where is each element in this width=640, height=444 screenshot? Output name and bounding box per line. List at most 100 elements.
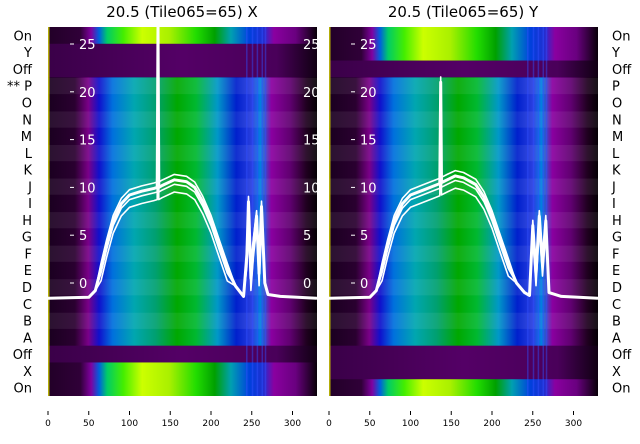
row-label: M <box>21 130 32 145</box>
heatmap-row <box>48 261 317 280</box>
row-label: On <box>612 382 630 397</box>
row-label: I <box>28 197 32 212</box>
profile-line <box>329 93 598 300</box>
heatmap-row <box>48 94 317 112</box>
row-label: X <box>23 365 32 380</box>
heatmap-row <box>329 161 598 179</box>
heatmap-row <box>329 245 598 263</box>
heatmap-row <box>329 312 598 330</box>
edge-marker <box>48 27 50 396</box>
row-label: E <box>24 264 32 279</box>
row-label: H <box>612 214 622 229</box>
row-label: B <box>612 315 621 330</box>
row-label: O <box>22 96 32 111</box>
row-label: Y <box>611 46 620 61</box>
heatmap-row <box>48 312 317 330</box>
x-tick-label: 150 <box>443 419 460 429</box>
heatmap-row <box>329 194 598 213</box>
y-tick-label: 15 <box>360 134 377 149</box>
profile-line <box>48 36 317 300</box>
y-tick-label-overlap: 15 <box>303 134 320 149</box>
heatmap-row <box>48 194 317 213</box>
heatmap-row <box>329 228 598 246</box>
heatmap-row <box>48 60 317 78</box>
streak <box>542 27 545 396</box>
row-label: On <box>14 382 32 397</box>
row-label: L <box>612 147 620 162</box>
x-tick-label: 100 <box>402 419 419 429</box>
row-label: E <box>612 264 620 279</box>
heatmap-row <box>48 245 317 263</box>
y-tick-label: 5 <box>79 229 87 244</box>
row-label: X <box>612 365 621 380</box>
row-label: Off <box>612 63 632 78</box>
row-label: J <box>27 180 32 195</box>
x-tick-label: 250 <box>243 419 260 429</box>
x-tick-label: 300 <box>565 419 582 429</box>
edge-marker <box>329 27 331 396</box>
heatmap-row <box>329 77 598 95</box>
heatmap-row <box>329 261 598 280</box>
y-tick-label: 15 <box>79 134 96 149</box>
y-tick-label-overlap: 10 <box>303 181 320 196</box>
heatmap-row <box>329 211 598 229</box>
heatmap-row <box>48 362 317 380</box>
heatmap-row <box>329 362 598 380</box>
y-tick-label: 10 <box>79 181 96 196</box>
streak <box>532 27 535 396</box>
heatmap-row <box>329 278 598 296</box>
row-label: K <box>612 164 621 179</box>
heatmap-row <box>329 295 598 313</box>
streak <box>251 27 254 396</box>
heatmap-row <box>48 43 317 62</box>
x-tick-label: 0 <box>326 419 332 429</box>
heatmap-row <box>48 177 317 196</box>
y-tick-label-overlap: 25 <box>303 38 320 53</box>
heatmap-row <box>329 60 598 78</box>
row-label: A <box>23 331 32 346</box>
row-label: J <box>611 180 616 195</box>
row-label: C <box>23 298 32 313</box>
row-label: N <box>612 113 622 128</box>
heatmap-row <box>329 110 598 129</box>
heatmap-row <box>329 27 598 45</box>
row-label: F <box>25 247 32 262</box>
row-label: Off <box>612 348 632 363</box>
x-tick-label: 150 <box>162 419 179 429</box>
heatmap-row <box>48 278 317 296</box>
y-tick-label: 20 <box>79 86 96 101</box>
row-label: G <box>612 231 622 246</box>
y-tick-label: 0 <box>360 277 368 292</box>
row-label: ** P <box>7 80 32 95</box>
y-tick-label: 20 <box>360 86 377 101</box>
row-label: Off <box>13 63 33 78</box>
x-tick-label: 50 <box>364 419 376 429</box>
panel-title-x: 20.5 (Tile065=65) X <box>106 3 257 21</box>
y-tick-label: 25 <box>79 38 96 53</box>
panel-x: 0 5 10 15 20 25 0 5 10 15 20 25 <box>48 27 320 396</box>
streak <box>537 27 540 396</box>
x-tick-label: 200 <box>202 419 219 429</box>
y-tick-label: 5 <box>360 229 368 244</box>
row-label: M <box>612 130 623 145</box>
heatmap-row <box>329 345 598 364</box>
row-label: N <box>22 113 32 128</box>
heatmap-row <box>48 345 317 364</box>
row-label: K <box>23 164 32 179</box>
heatmap-row <box>329 43 598 62</box>
heatmap-row <box>48 27 317 45</box>
row-label: D <box>22 281 32 296</box>
row-label: H <box>22 214 32 229</box>
row-label: On <box>612 29 630 44</box>
row-label: B <box>23 315 32 330</box>
heatmap-row <box>329 94 598 112</box>
heatmap-row <box>329 127 598 146</box>
heatmap-row <box>48 228 317 246</box>
x-tick-label: 200 <box>483 419 500 429</box>
heatmap-row <box>48 144 317 162</box>
panel-title-y: 20.5 (Tile065=65) Y <box>388 3 539 21</box>
row-label: G <box>22 231 32 246</box>
row-label: I <box>612 197 616 212</box>
y-tick-label-overlap: 0 <box>303 277 311 292</box>
